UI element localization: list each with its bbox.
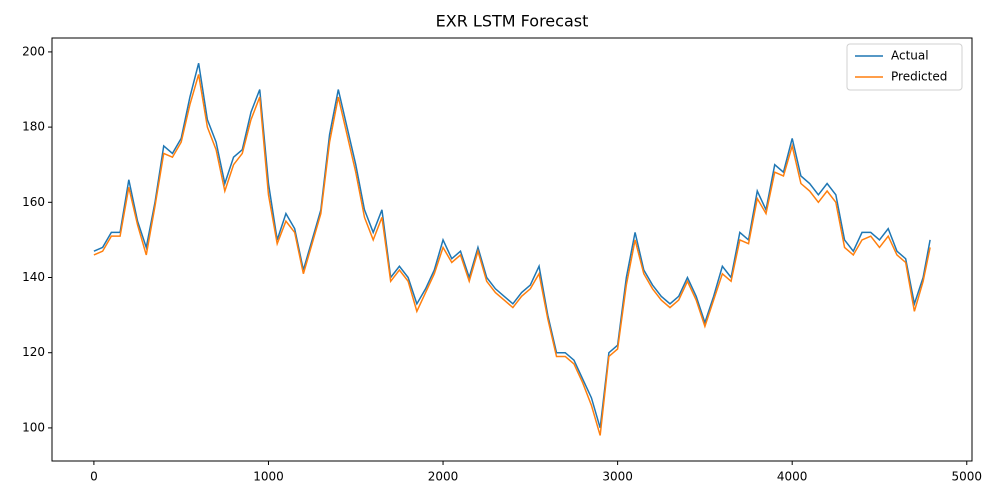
x-tick-label: 3000: [602, 470, 633, 484]
legend-label: Actual: [891, 49, 929, 63]
y-tick-label: 100: [22, 420, 45, 434]
y-tick-label: 180: [22, 120, 45, 134]
y-tick-label: 160: [22, 195, 45, 209]
legend-label: Predicted: [891, 70, 947, 84]
plot-area: [51, 37, 973, 462]
y-tick-label: 140: [22, 270, 45, 284]
line-0: [93, 63, 931, 429]
x-tick-label: 4000: [777, 470, 808, 484]
x-tick-label: 1000: [253, 470, 284, 484]
line-1: [93, 74, 931, 436]
x-tick-label: 2000: [428, 470, 459, 484]
x-tick-label: 5000: [951, 470, 982, 484]
chart-title: EXR LSTM Forecast: [436, 12, 589, 31]
y-tick-label: 120: [22, 345, 45, 359]
y-tick-label: 200: [22, 44, 45, 58]
x-tick-label: 0: [90, 470, 98, 484]
